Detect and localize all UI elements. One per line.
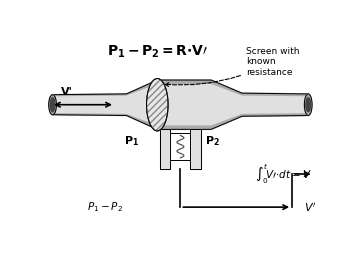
Ellipse shape	[306, 98, 310, 112]
Polygon shape	[53, 112, 308, 129]
Text: $P_1 - P_2$: $P_1 - P_2$	[87, 200, 123, 214]
Polygon shape	[53, 80, 308, 129]
Ellipse shape	[50, 98, 55, 112]
Ellipse shape	[146, 79, 168, 131]
Polygon shape	[53, 85, 308, 125]
Text: $\int_0^t\!V\prime{\cdot}dt = V$: $\int_0^t\!V\prime{\cdot}dt = V$	[255, 162, 312, 186]
Text: $\mathbf{P_2}$: $\mathbf{P_2}$	[205, 134, 220, 148]
Text: Screen with
known
resistance: Screen with known resistance	[165, 47, 299, 86]
Polygon shape	[170, 133, 190, 160]
Text: $\mathbf{P_1 - P_2 = R{\cdot}V\prime}$: $\mathbf{P_1 - P_2 = R{\cdot}V\prime}$	[107, 43, 208, 59]
Polygon shape	[190, 129, 201, 169]
Ellipse shape	[49, 95, 57, 115]
Text: $V'$: $V'$	[304, 201, 316, 214]
Text: $\mathbf{P_1}$: $\mathbf{P_1}$	[125, 134, 140, 148]
Polygon shape	[53, 80, 308, 97]
Polygon shape	[160, 129, 170, 169]
Ellipse shape	[304, 94, 312, 115]
Text: V': V'	[61, 87, 73, 97]
